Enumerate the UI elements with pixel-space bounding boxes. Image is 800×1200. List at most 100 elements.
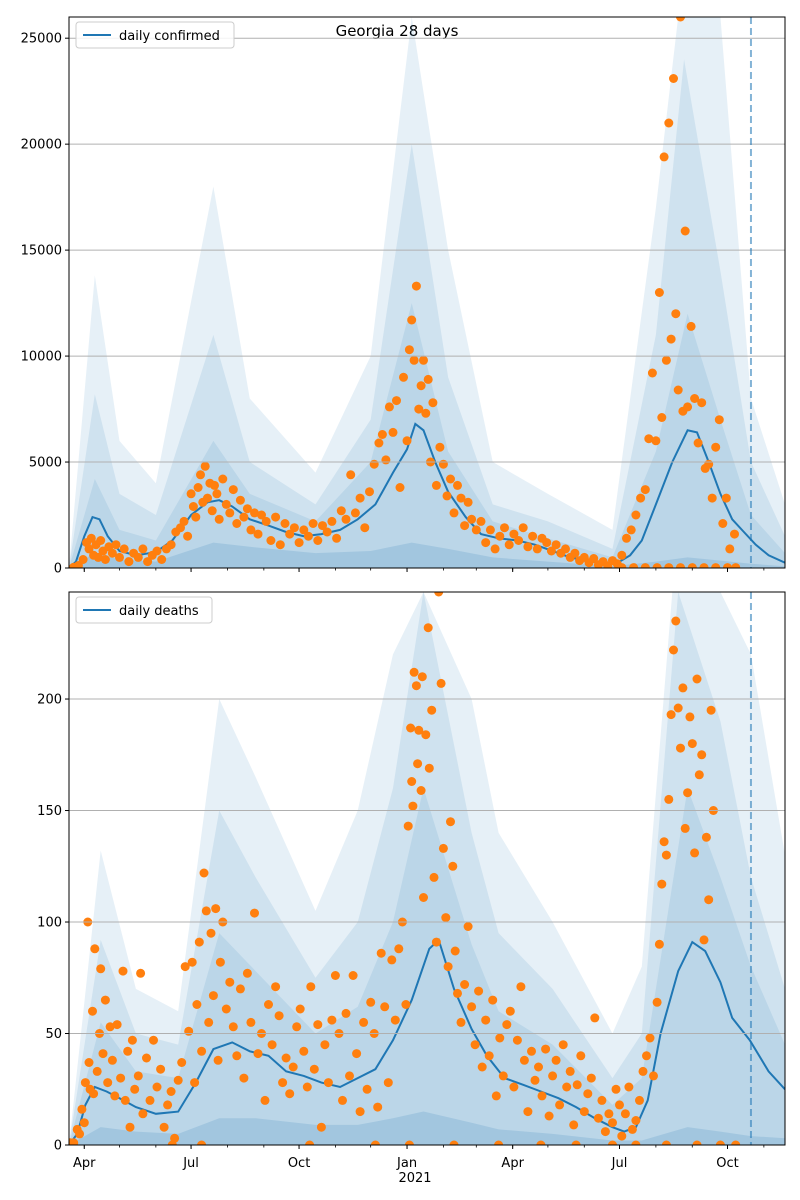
data-point — [463, 922, 473, 931]
axes-frame — [68, 591, 786, 1146]
data-point — [179, 516, 189, 526]
data-point — [608, 1118, 617, 1128]
data-point — [460, 980, 470, 989]
data-point — [407, 315, 417, 325]
data-point — [518, 523, 528, 533]
data-point — [152, 546, 162, 556]
data-point — [235, 495, 245, 505]
data-point — [327, 516, 337, 526]
data-point — [80, 1078, 90, 1088]
data-point — [423, 374, 433, 384]
data-point — [470, 1040, 480, 1050]
data-point — [271, 982, 281, 992]
data-point — [281, 1053, 291, 1063]
data-point — [136, 968, 146, 978]
data-point — [330, 971, 340, 980]
data-point — [640, 485, 650, 495]
data-point — [692, 1140, 702, 1145]
data-point — [341, 1008, 351, 1018]
data-point — [456, 1017, 466, 1027]
data-point — [232, 1051, 242, 1061]
data-point — [471, 525, 481, 535]
data-point — [352, 1049, 362, 1059]
data-point — [218, 474, 228, 484]
data-point — [428, 398, 438, 408]
data-point — [225, 508, 235, 518]
figure-title: Georgia 28 days — [336, 22, 459, 40]
data-point — [394, 944, 404, 954]
data-point — [157, 555, 167, 564]
data-point — [285, 529, 295, 539]
data-point — [590, 1013, 600, 1023]
data-point — [116, 1073, 126, 1083]
data-point — [341, 514, 351, 524]
data-point — [481, 1015, 491, 1025]
data-point — [125, 1122, 135, 1132]
data-point — [390, 1015, 400, 1025]
data-point — [579, 1107, 589, 1117]
y-tick-label: 20000 — [21, 138, 62, 153]
data-point — [537, 1091, 547, 1101]
data-point — [571, 1140, 581, 1145]
data-point — [620, 1109, 630, 1119]
data-point — [528, 531, 538, 541]
data-point — [671, 616, 681, 626]
data-point — [194, 937, 204, 947]
data-point — [75, 1129, 85, 1139]
data-point — [186, 489, 196, 499]
data-point — [138, 544, 148, 554]
data-point — [523, 542, 533, 552]
plot-area — [69, 17, 785, 568]
data-point — [199, 868, 209, 878]
data-point — [589, 554, 599, 563]
data-point — [434, 592, 444, 597]
data-point — [275, 540, 285, 550]
data-point — [118, 966, 128, 976]
data-point — [693, 438, 703, 448]
data-point — [166, 1087, 176, 1096]
data-point — [387, 955, 397, 965]
data-point — [215, 957, 225, 967]
data-point — [421, 408, 431, 418]
data-point — [196, 470, 205, 480]
data-point — [127, 1035, 137, 1045]
data-point — [680, 226, 690, 236]
data-point — [541, 1044, 551, 1054]
data-point — [403, 821, 413, 831]
data-point — [657, 879, 667, 889]
data-point — [373, 1102, 383, 1112]
data-point — [572, 1080, 582, 1090]
data-point — [427, 705, 437, 715]
data-point — [285, 1089, 295, 1099]
data-point — [485, 525, 495, 535]
data-point — [644, 434, 654, 444]
data-point — [456, 493, 466, 503]
data-point — [107, 548, 117, 558]
data-point — [652, 563, 662, 568]
data-point — [201, 906, 211, 916]
data-point — [204, 1017, 214, 1027]
data-point — [313, 1020, 323, 1030]
data-point — [711, 442, 721, 452]
data-point — [261, 516, 271, 526]
data-point — [730, 529, 739, 539]
data-point — [98, 1049, 108, 1059]
data-point — [498, 1071, 508, 1081]
data-point — [112, 1020, 122, 1030]
data-point — [697, 398, 707, 408]
data-point — [295, 1004, 305, 1014]
data-point — [413, 759, 423, 769]
data-point — [402, 436, 412, 446]
data-point — [278, 1078, 288, 1088]
data-point — [107, 1055, 117, 1065]
data-point — [93, 552, 103, 562]
y-tick-label: 15000 — [21, 244, 62, 259]
legend-label: daily confirmed — [119, 29, 220, 44]
data-point — [419, 893, 428, 902]
data-point — [242, 504, 252, 514]
data-point — [100, 555, 110, 564]
data-point — [502, 1020, 512, 1030]
data-point — [617, 550, 627, 560]
data-point — [320, 1040, 330, 1050]
data-point — [359, 1017, 369, 1027]
